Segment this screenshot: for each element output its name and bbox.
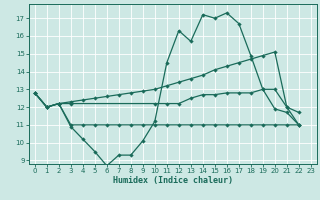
X-axis label: Humidex (Indice chaleur): Humidex (Indice chaleur) [113, 176, 233, 185]
